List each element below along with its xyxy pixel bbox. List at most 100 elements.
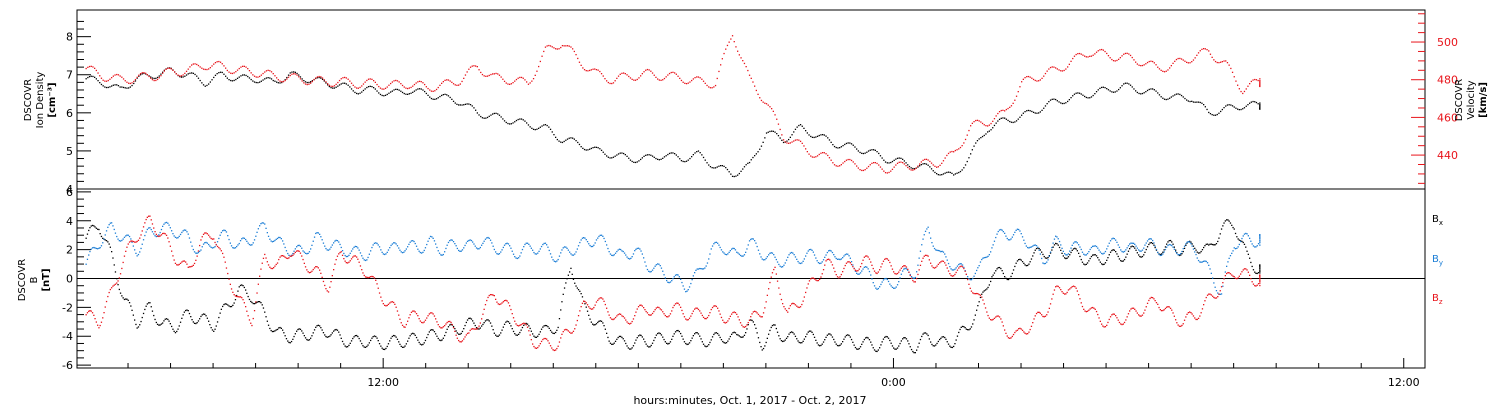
bz-point [370, 276, 372, 278]
density-point [87, 76, 89, 79]
by-point [604, 240, 606, 243]
bz-point [1242, 269, 1244, 271]
bz-point [181, 261, 183, 263]
bx-point [1009, 277, 1011, 280]
bx-point [1160, 253, 1163, 255]
bz-point [651, 312, 654, 315]
by-point [202, 243, 205, 245]
density-point [529, 126, 531, 128]
by-point [421, 252, 423, 254]
density-point [682, 160, 684, 163]
x-tick-label: 12:00 [1388, 376, 1420, 389]
density-point [912, 167, 914, 170]
b-tick-label: -6 [62, 359, 73, 372]
bz-point [345, 262, 347, 264]
density-point [495, 112, 497, 114]
bx-point [159, 324, 161, 326]
by-point [509, 245, 511, 247]
bx-point [682, 338, 684, 340]
bz-point [429, 312, 432, 314]
by-point [1097, 247, 1099, 249]
bz-point [361, 269, 363, 271]
bx-point [623, 340, 626, 342]
by-point [284, 246, 286, 249]
velocity-point [107, 79, 109, 82]
by-point [621, 250, 623, 252]
by-point [1206, 262, 1209, 264]
bx-point [626, 345, 628, 347]
bz-point [1169, 307, 1172, 309]
velocity-point [883, 170, 885, 172]
by-point [739, 254, 742, 257]
velocity-point [267, 69, 269, 71]
bx-point [711, 336, 714, 338]
density-point [566, 138, 569, 140]
bz-point [1134, 308, 1136, 310]
bz-point [454, 330, 456, 332]
bx-point [377, 340, 379, 342]
by-point [613, 254, 615, 256]
by-point [706, 262, 709, 264]
by-point [331, 244, 333, 246]
velocity-point [141, 72, 143, 74]
bz-point [820, 276, 822, 278]
by-point [630, 257, 632, 259]
bz-point [378, 292, 381, 294]
bz-point [848, 261, 850, 263]
bz-point [107, 295, 109, 298]
by-point [643, 257, 645, 259]
density-point [980, 137, 982, 139]
velocity-point [1073, 55, 1076, 57]
bz-point [103, 312, 105, 314]
by-point [1071, 244, 1073, 246]
bz-point [375, 279, 377, 281]
velocity-point [182, 74, 184, 76]
bz-point [452, 327, 455, 329]
bx-point [602, 322, 604, 324]
velocity-point [117, 74, 120, 76]
bx-point [710, 339, 712, 341]
velocity-point [621, 72, 623, 74]
velocity-point [1004, 110, 1006, 112]
bx-point [279, 326, 281, 329]
density-point [480, 115, 482, 118]
density-point [284, 79, 286, 81]
velocity-point [95, 69, 97, 72]
velocity-point [546, 45, 548, 47]
velocity-point [464, 74, 467, 76]
bx-point [1171, 241, 1173, 243]
bx-point [1259, 264, 1261, 266]
density-point [1073, 93, 1076, 95]
velocity-series [85, 35, 1261, 174]
bx-point [992, 274, 994, 276]
by-point [224, 229, 226, 232]
velocity-point [861, 169, 863, 172]
bz-point [835, 274, 837, 276]
by-point [612, 254, 614, 257]
velocity-point [1092, 54, 1094, 56]
bx-point [653, 339, 655, 342]
density-point [471, 105, 473, 107]
velocity-point [799, 140, 802, 142]
bz-point [460, 341, 462, 343]
bz-point [1107, 321, 1109, 324]
by-point [598, 235, 600, 238]
by-point [1204, 260, 1206, 262]
bz-point [776, 280, 779, 282]
velocity-point [1060, 70, 1062, 72]
by-point [362, 257, 364, 259]
bx-point [1043, 255, 1045, 258]
density-point [1082, 94, 1084, 96]
by-point [196, 252, 198, 254]
density-point [869, 149, 871, 151]
density-point [163, 69, 165, 71]
bz-point [760, 316, 762, 318]
bz-point [685, 318, 687, 320]
by-point [553, 260, 555, 262]
by-point [1192, 248, 1195, 250]
by-point [655, 264, 657, 266]
bz-point [436, 321, 438, 323]
density-point [497, 113, 499, 115]
by-point [322, 242, 325, 244]
by-point [410, 240, 413, 242]
